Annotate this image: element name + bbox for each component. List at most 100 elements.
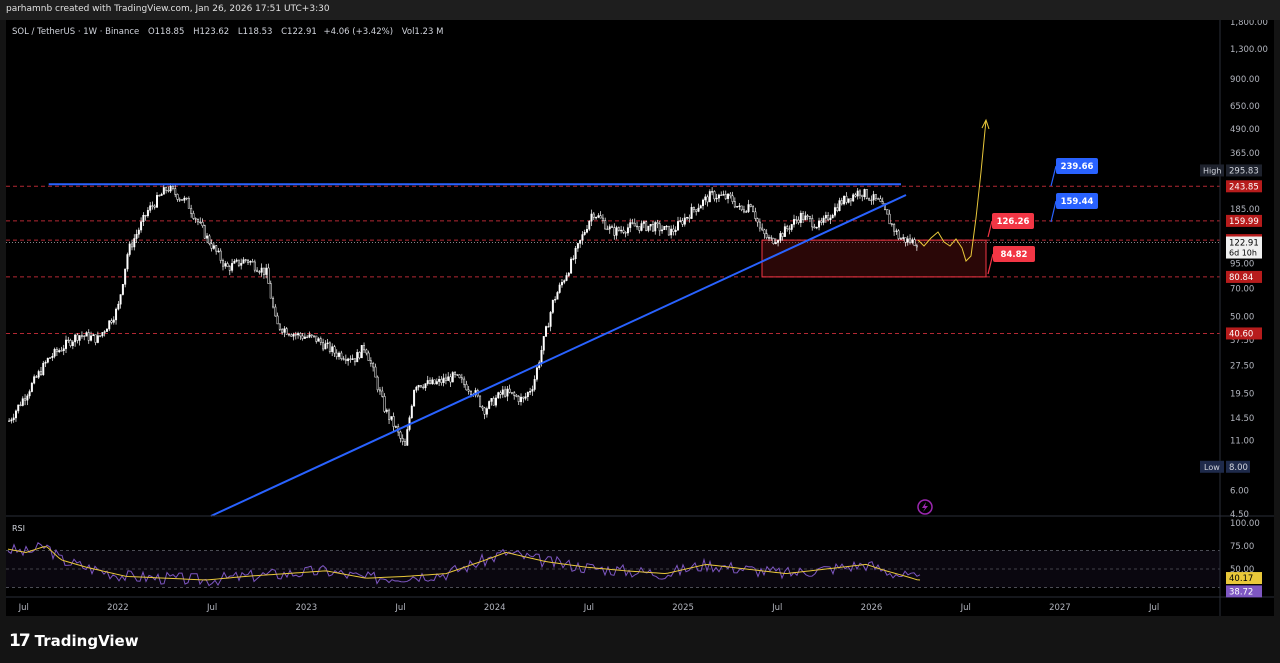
candle-body <box>524 396 527 399</box>
candle-body <box>818 220 821 228</box>
candle-body <box>765 233 768 238</box>
time-tick-label: 2027 <box>1049 603 1071 613</box>
candle-body <box>683 217 686 225</box>
candle-body <box>720 194 723 196</box>
candle-body <box>833 207 836 216</box>
candle-body <box>781 233 784 237</box>
time-tick-label: 2022 <box>107 603 129 613</box>
candle-body <box>463 378 466 385</box>
candle-body <box>196 219 199 223</box>
candle-body <box>192 213 195 219</box>
axes: 1,800.00 1,300.00 900.00 650.00 490.00 365.00… <box>6 20 1274 616</box>
tradingview-brand[interactable]: 17 TradingView <box>9 631 139 651</box>
candle-body <box>217 250 220 253</box>
candle-body <box>422 386 425 389</box>
candle-body <box>565 275 568 281</box>
candle-body <box>620 229 623 232</box>
candle-body <box>774 242 777 244</box>
candle-body <box>547 326 550 328</box>
candle-body <box>392 416 395 427</box>
annotation-labels[interactable]: 243.85159.99126.5880.8440.60High295.83Lo… <box>987 158 1262 598</box>
candle-body <box>545 326 548 337</box>
candle-body <box>37 371 40 378</box>
candle-body <box>135 234 138 239</box>
candle-body <box>28 391 31 397</box>
price-tick-label: 490.00 <box>1230 125 1260 135</box>
candle-body <box>790 224 793 230</box>
countdown-text: 6d 10h <box>1229 249 1257 258</box>
tradingview-logo-icon: 17 <box>9 631 31 651</box>
candle-body <box>788 228 791 230</box>
rsi-badge <box>1226 585 1262 598</box>
candle-body <box>210 243 213 249</box>
rsi-value: 38.72 <box>1229 587 1253 597</box>
candle-body <box>167 189 170 192</box>
candle-body <box>761 227 764 231</box>
candle-body <box>126 254 129 270</box>
candle-body <box>558 284 561 293</box>
candle-body <box>319 338 322 343</box>
candle-body <box>697 207 700 212</box>
candle-body <box>859 190 861 196</box>
candle-body <box>76 334 79 341</box>
candle-body <box>520 396 523 403</box>
candle-body <box>87 332 90 341</box>
high-badge <box>1200 164 1224 177</box>
candle-body <box>531 389 534 392</box>
candle-body <box>802 212 805 221</box>
candle-body <box>695 209 698 212</box>
chart-credit: parhamnb created with TradingView.com, J… <box>6 4 330 14</box>
candle-body <box>181 199 184 201</box>
candle-body <box>419 385 422 388</box>
candle-body <box>242 259 245 264</box>
candle-body <box>438 379 441 382</box>
candle-body <box>529 390 532 393</box>
rsi-tick-label: 50.00 <box>1230 565 1254 575</box>
candle-body <box>595 216 598 219</box>
candle-body <box>240 263 243 266</box>
candle-body <box>692 207 695 210</box>
candle-body <box>124 268 127 285</box>
candle-body <box>376 376 379 391</box>
candle-body <box>83 335 86 337</box>
candle-body <box>249 261 252 263</box>
candle-body <box>299 333 302 337</box>
candle-body <box>495 397 497 406</box>
candle-body <box>165 187 168 191</box>
candle-body <box>485 408 488 415</box>
candle-body <box>808 216 811 219</box>
candle-body <box>171 185 174 189</box>
candle-body <box>909 238 912 243</box>
candle-body <box>365 349 368 354</box>
drawing-lines[interactable] <box>48 118 990 517</box>
bolt-icon[interactable] <box>917 499 933 515</box>
candle-body <box>394 426 397 428</box>
candle-body <box>763 229 766 234</box>
candle-body <box>551 299 554 313</box>
candle-body <box>481 406 484 409</box>
candle-body <box>256 269 259 272</box>
time-tick-label: 2023 <box>295 603 317 613</box>
candle-body <box>112 319 115 323</box>
callout-leader <box>1050 165 1057 187</box>
candle-body <box>258 271 261 273</box>
candle-body <box>581 234 584 241</box>
candle-body <box>599 215 602 219</box>
candle-body <box>686 217 689 219</box>
candle-body <box>854 194 857 197</box>
candle-body <box>533 379 536 390</box>
candle-body <box>372 363 375 368</box>
candle-body <box>649 224 652 227</box>
time-tick-label: Jul <box>394 603 405 613</box>
price-tick-label: 70.00 <box>1230 285 1254 295</box>
candle-body <box>799 212 802 223</box>
candle-body <box>674 229 677 232</box>
candle-body <box>747 204 750 212</box>
rsi-label: RSI <box>12 524 25 533</box>
candle-body <box>17 404 20 412</box>
candle-body <box>467 389 470 392</box>
candle-body <box>433 379 436 385</box>
candle-body <box>447 376 450 381</box>
